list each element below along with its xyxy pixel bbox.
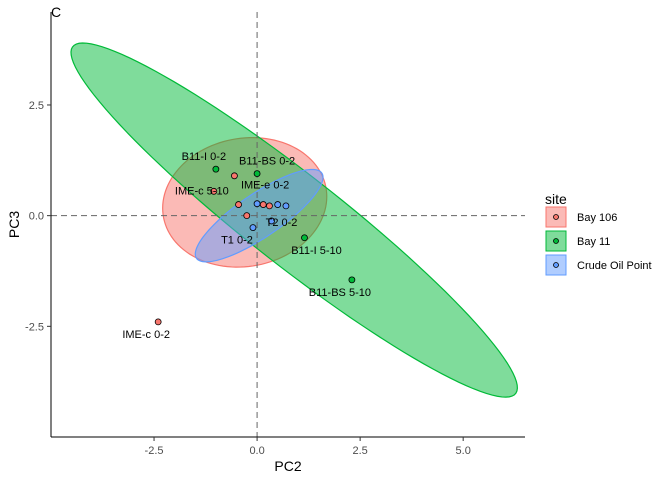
point-bay-106 bbox=[243, 212, 251, 220]
legend-key-point bbox=[553, 238, 559, 244]
point-crude-oil-point bbox=[274, 201, 282, 208]
y-axis-title: PC3 bbox=[6, 211, 22, 238]
point-bay-11 bbox=[348, 276, 356, 284]
point-label: B11-I 0-2 bbox=[182, 151, 226, 163]
point-bay-106 bbox=[266, 202, 273, 210]
ellipse-bay-11 bbox=[70, 42, 518, 398]
panel-tag: C bbox=[51, 4, 61, 20]
point-label: IME-c 0-2 bbox=[122, 329, 170, 341]
legend-label-bay-11: Bay 11 bbox=[577, 236, 610, 248]
point-label: B11-I 5-10 bbox=[291, 245, 342, 257]
point-label: T2 0-2 bbox=[266, 217, 298, 229]
point-bay-11 bbox=[212, 165, 220, 173]
data-points bbox=[154, 165, 356, 326]
point-bay-11 bbox=[301, 234, 308, 242]
axes: -2.5 0.0 2.5 5.0 2.5 0.0 -2.5 bbox=[25, 12, 525, 457]
y-tick-label: 0.0 bbox=[29, 211, 44, 223]
confidence-ellipses bbox=[70, 42, 518, 398]
point-label: IME-e 0-2 bbox=[241, 180, 289, 192]
x-tick-label: -2.5 bbox=[145, 445, 164, 457]
point-label: T1 0-2 bbox=[221, 235, 253, 247]
point-crude-oil-point bbox=[268, 217, 275, 225]
legend-label-bay-106: Bay 106 bbox=[577, 212, 617, 224]
x-axis-title: PC2 bbox=[274, 458, 301, 474]
legend: site Bay 106 Bay 11 Crude Oil Point bbox=[545, 191, 652, 276]
point-bay-106 bbox=[259, 201, 267, 208]
x-tick-label: 0.0 bbox=[249, 445, 264, 457]
point-label: B11-BS 5-10 bbox=[309, 287, 371, 299]
ellipse-crude-oil-point bbox=[194, 168, 324, 263]
point-bay-106 bbox=[231, 172, 238, 180]
legend-key-point bbox=[553, 214, 559, 220]
x-tick-label: 5.0 bbox=[456, 445, 471, 457]
point-bay-106 bbox=[154, 318, 162, 326]
legend-key-point bbox=[553, 262, 559, 268]
point-crude-oil-point bbox=[282, 202, 290, 210]
y-tick-label: -2.5 bbox=[25, 321, 44, 333]
legend-title: site bbox=[545, 191, 567, 207]
point-bay-11 bbox=[253, 170, 261, 177]
x-tick-label: 2.5 bbox=[352, 445, 367, 457]
point-crude-oil-point bbox=[253, 200, 261, 208]
legend-items: Bay 106 Bay 11 Crude Oil Point bbox=[545, 206, 652, 276]
point-crude-oil-point bbox=[249, 224, 257, 231]
point-labels: IME-c 0-2 IME-c 5-10 B11-I 0-2 B11-BS 0-2 B1… bbox=[122, 151, 371, 341]
point-bay-106 bbox=[235, 201, 242, 208]
point-label: B11-BS 0-2 bbox=[239, 156, 295, 168]
legend-label-crude-oil-point: Crude Oil Point bbox=[577, 260, 652, 272]
point-bay-106 bbox=[210, 187, 218, 195]
point-label: IME-c 5-10 bbox=[175, 185, 229, 197]
reference-lines bbox=[51, 12, 525, 437]
y-tick-label: 2.5 bbox=[29, 100, 44, 112]
